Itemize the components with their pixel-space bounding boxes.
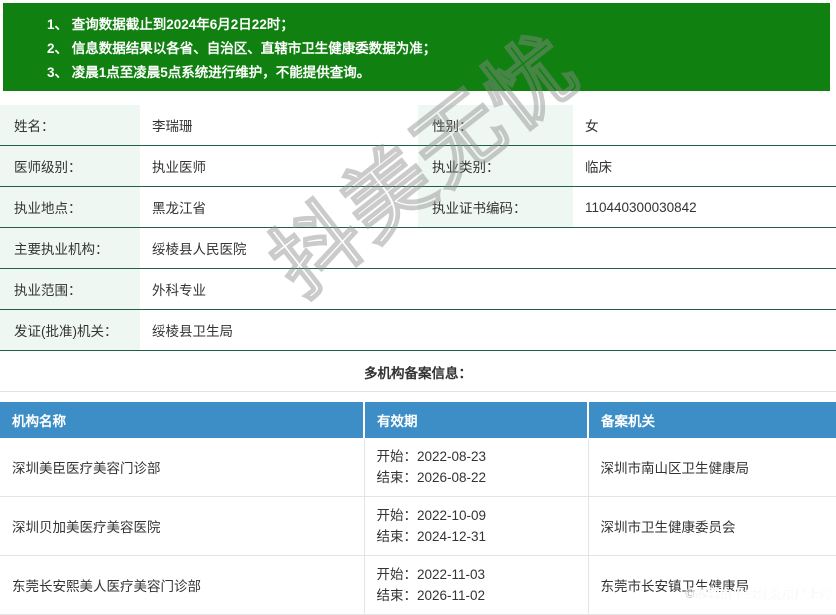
validity-end-label: 结束：	[376, 588, 418, 603]
validity-end-value: 2026-08-22	[417, 470, 487, 485]
column-header-institution-name: 机构名称	[0, 402, 365, 438]
multi-institution-section-header: 多机构备案信息：	[0, 352, 836, 392]
info-value-issuing-authority: 绥棱县卫生局	[140, 310, 836, 350]
info-value-practice-category: 临床	[573, 146, 836, 186]
validity-start-value: 2022-10-09	[417, 508, 487, 523]
section-title: 多机构备案信息：	[364, 365, 472, 381]
cell-filing-authority: 深圳市南山区卫生健康局	[588, 438, 836, 497]
info-row: 主要执业机构： 绥棱县人民医院	[0, 228, 836, 269]
info-label-issuing-authority: 发证(批准)机关：	[0, 310, 140, 350]
notice-line-1: 1、 查询数据截止到2024年6月2日22时；	[47, 17, 294, 32]
validity-end-line: 结束：2026-08-22	[377, 467, 588, 488]
notice-line-3: 3、 凌晨1点至凌晨5点系统进行维护，不能提供查询。	[47, 65, 371, 80]
table-row: 深圳美臣医疗美容门诊部 开始：2022-08-23 结束：2026-08-22 …	[0, 438, 836, 497]
cell-validity-period: 开始：2022-11-03 结束：2026-11-02	[364, 555, 589, 615]
notice-banner: 1、 查询数据截止到2024年6月2日22时； 2、 信息数据结果以各省、自治区…	[3, 3, 830, 91]
info-value-doctor-level: 执业医师	[140, 146, 418, 186]
info-row: 姓名： 李瑞珊 性别： 女	[0, 105, 836, 146]
watermark-credit-text: ©本图由平台注册用户上传	[685, 587, 832, 601]
validity-end-label: 结束：	[376, 470, 418, 485]
validity-start-label: 开始：	[376, 567, 418, 582]
validity-end-value: 2026-11-02	[417, 588, 486, 603]
validity-start-line: 开始：2022-08-23	[377, 446, 588, 467]
info-label-primary-institution: 主要执业机构：	[0, 228, 140, 268]
filings-table-head: 机构名称 有效期 备案机关	[0, 402, 836, 438]
info-row: 执业范围： 外科专业	[0, 269, 836, 310]
cell-validity-period: 开始：2022-10-09 结束：2024-12-31	[364, 496, 589, 556]
validity-end-label: 结束：	[376, 529, 418, 544]
info-label-practice-category: 执业类别：	[418, 146, 573, 186]
info-value-practice-scope: 外科专业	[140, 269, 836, 309]
info-label-name: 姓名：	[0, 105, 140, 145]
cell-validity-period: 开始：2022-08-23 结束：2026-08-22	[364, 438, 589, 497]
notice-line-2: 2、 信息数据结果以各省、自治区、直辖市卫生健康委数据为准；	[47, 41, 437, 56]
info-value-primary-institution: 绥棱县人民医院	[140, 228, 836, 268]
column-header-filing-authority: 备案机关	[588, 402, 836, 438]
validity-start-value: 2022-08-23	[417, 449, 487, 464]
info-value-name: 李瑞珊	[140, 105, 418, 145]
info-label-license-number: 执业证书编码：	[418, 187, 573, 227]
table-row: 深圳贝加美医疗美容医院 开始：2022-10-09 结束：2024-12-31 …	[0, 496, 836, 556]
cell-institution-name: 东莞长安熙美人医疗美容门诊部	[0, 555, 365, 615]
validity-start-label: 开始：	[376, 449, 418, 464]
cell-filing-authority: 深圳市卫生健康委员会	[588, 496, 836, 556]
info-label-practice-location: 执业地点：	[0, 187, 140, 227]
validity-end-value: 2024-12-31	[417, 529, 487, 544]
cell-institution-name: 深圳美臣医疗美容门诊部	[0, 438, 365, 497]
validity-end-line: 结束：2026-11-02	[377, 585, 588, 606]
info-value-gender: 女	[573, 105, 836, 145]
validity-end-line: 结束：2024-12-31	[377, 526, 588, 547]
validity-start-label: 开始：	[376, 508, 418, 523]
info-label-practice-scope: 执业范围：	[0, 269, 140, 309]
info-label-doctor-level: 医师级别：	[0, 146, 140, 186]
validity-start-line: 开始：2022-11-03	[377, 564, 588, 585]
info-row: 执业地点： 黑龙江省 执业证书编码： 110440300030842	[0, 187, 836, 228]
validity-start-value: 2022-11-03	[417, 567, 486, 582]
info-value-practice-location: 黑龙江省	[140, 187, 418, 227]
info-row: 发证(批准)机关： 绥棱县卫生局	[0, 310, 836, 351]
info-label-gender: 性别：	[418, 105, 573, 145]
info-row: 医师级别： 执业医师 执业类别： 临床	[0, 146, 836, 187]
filings-table-header-row: 机构名称 有效期 备案机关	[0, 402, 836, 438]
doctor-info-table: 姓名： 李瑞珊 性别： 女 医师级别： 执业医师 执业类别： 临床 执业地点： …	[0, 105, 836, 351]
info-value-license-number: 110440300030842	[573, 187, 836, 227]
cell-institution-name: 深圳贝加美医疗美容医院	[0, 496, 365, 556]
validity-start-line: 开始：2022-10-09	[377, 505, 588, 526]
column-header-validity-period: 有效期	[364, 402, 589, 438]
